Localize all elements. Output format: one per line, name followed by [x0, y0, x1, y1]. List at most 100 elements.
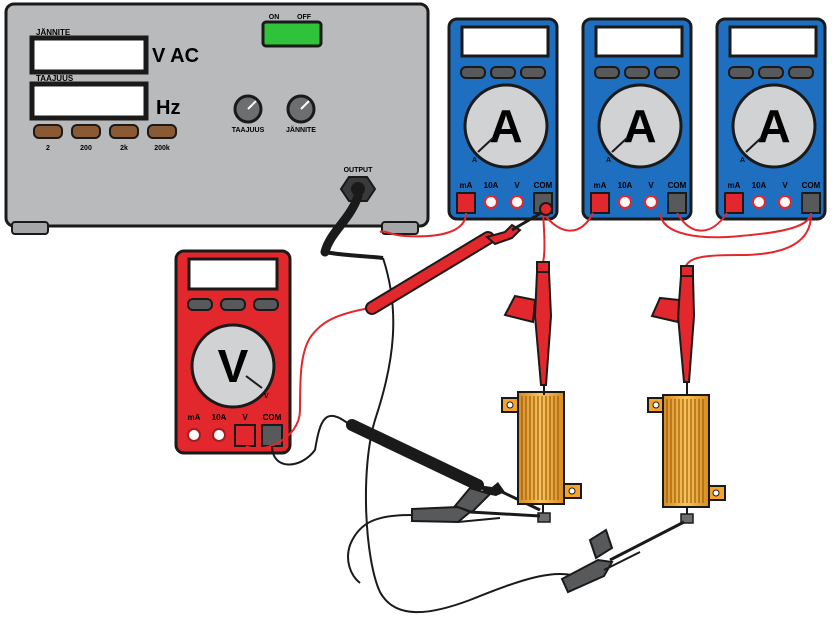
ammeter-1-label-10a: 10A	[484, 181, 499, 190]
ammeter-2-button-3[interactable]	[654, 66, 680, 79]
ammeter-2-jack-com[interactable]	[667, 192, 687, 214]
ammeter-2-jack-10a[interactable]	[618, 195, 632, 209]
resistor-2	[647, 394, 726, 524]
voltage-knob[interactable]	[286, 94, 316, 124]
ammeter-2-button-2[interactable]	[624, 66, 650, 79]
ammeter-2-dial[interactable]	[597, 83, 683, 169]
wire-voltmeter-com-to-probe	[271, 414, 351, 466]
ammeter-3: A A mA 10A V COM	[715, 17, 827, 221]
ammeter-2-jack-ma[interactable]	[590, 192, 610, 214]
ammeter-2-label-v: V	[648, 181, 654, 190]
resistor-1	[501, 391, 582, 523]
ammeter-1-button-3[interactable]	[520, 66, 546, 79]
ammeter-1-button-1[interactable]	[460, 66, 486, 79]
ammeter-2-button-1[interactable]	[594, 66, 620, 79]
voltmeter-label-v: V	[242, 413, 248, 422]
ammeter-1-jack-10a[interactable]	[484, 195, 498, 209]
ammeter-1: A A mA 10A V COM	[447, 17, 559, 221]
voltage-unit: V AC	[152, 45, 199, 67]
range-button-200[interactable]	[71, 124, 101, 139]
wire-am2-com-to-am3-ma	[676, 212, 728, 232]
red-clip-1[interactable]	[503, 261, 553, 395]
ammeter-2-jack-v[interactable]	[644, 195, 658, 209]
ammeter-1-label-ma: mA	[460, 181, 473, 190]
ammeter-3-jack-10a[interactable]	[752, 195, 766, 209]
voltage-label: JÄNNITE	[36, 28, 71, 37]
wire-am2-com-to-am3-com	[659, 212, 812, 239]
ammeter-1-jack-ma[interactable]	[456, 192, 476, 214]
voltmeter-dial[interactable]	[190, 323, 276, 409]
range-button-2k[interactable]	[109, 124, 139, 139]
ammeter-2-display	[594, 25, 684, 58]
frequency-display	[29, 81, 149, 121]
voltmeter-jack-10a[interactable]	[212, 428, 226, 442]
power-switch[interactable]	[261, 20, 323, 48]
ammeter-1-symbol: A	[489, 100, 522, 152]
ammeter-3-label-10a: 10A	[752, 181, 767, 190]
black-wires	[271, 257, 586, 614]
ammeter-3-jack-v[interactable]	[778, 195, 792, 209]
switch-on-label: ON	[269, 14, 280, 21]
signal-generator: JÄNNITE V AC TAAJUUS Hz 2 200 2k 200k ON…	[4, 2, 430, 235]
range-label-200: 200	[80, 145, 92, 152]
ammeter-3-button-1[interactable]	[728, 66, 754, 79]
wire-probe-to-voltmeter-v	[245, 307, 371, 450]
output-label: OUTPUT	[344, 167, 374, 174]
ammeter-3-jack-ma[interactable]	[724, 192, 744, 214]
voltmeter-button-3[interactable]	[253, 298, 279, 311]
red-wires	[245, 212, 813, 450]
black-clip-1[interactable]	[411, 486, 541, 524]
voltmeter-label-ma: mA	[188, 413, 201, 422]
voltmeter-display	[187, 257, 279, 291]
range-label-2: 2	[46, 145, 50, 152]
ammeter-1-dial[interactable]	[463, 83, 549, 169]
ammeter-2: A A mA 10A V COM	[581, 17, 693, 221]
ammeter-3-label-ma: mA	[728, 181, 741, 190]
ammeter-3-button-3[interactable]	[788, 66, 814, 79]
ammeter-1-label-com: COM	[534, 181, 553, 190]
voltmeter: V V mA 10A V COM	[174, 249, 292, 455]
output-terminal[interactable]	[339, 176, 377, 202]
red-probe[interactable]	[365, 202, 553, 315]
ammeter-3-dial[interactable]	[731, 83, 817, 169]
wire-am3-com-to-clip2	[685, 212, 813, 267]
wire-am1-ma-to-gen	[379, 212, 467, 238]
ammeter-3-button-2[interactable]	[758, 66, 784, 79]
range-button-2[interactable]	[33, 124, 63, 139]
frequency-label: TAAJUUS	[36, 74, 74, 83]
ammeter-2-label-10a: 10A	[618, 181, 633, 190]
range-button-200k[interactable]	[147, 124, 177, 139]
ammeter-2-dial-mark: A	[606, 157, 611, 164]
ammeter-3-symbol: A	[757, 100, 790, 152]
ammeter-1-dial-mark: A	[472, 157, 477, 164]
red-clip-2[interactable]	[650, 265, 696, 395]
voltmeter-label-10a: 10A	[212, 413, 227, 422]
range-label-200k: 200k	[154, 145, 170, 152]
black-probe[interactable]	[346, 419, 541, 512]
wire-am1-com-to-clip1	[542, 212, 546, 263]
voltmeter-button-1[interactable]	[187, 298, 213, 311]
ammeter-1-label-v: V	[514, 181, 520, 190]
ammeter-1-button-2[interactable]	[490, 66, 516, 79]
ammeter-3-jack-com[interactable]	[801, 192, 821, 214]
frequency-unit: Hz	[156, 97, 180, 119]
black-clip-2[interactable]	[560, 520, 685, 594]
wire-black-clip-loop	[347, 514, 413, 584]
voltmeter-dial-mark: V	[264, 393, 269, 400]
frequency-knob[interactable]	[233, 94, 263, 124]
ammeter-3-dial-mark: A	[740, 157, 745, 164]
wire-generator-to-clip	[364, 257, 586, 614]
voltmeter-jack-v[interactable]	[234, 424, 256, 447]
voltmeter-jack-ma[interactable]	[187, 428, 201, 442]
frequency-knob-label: TAAJUUS	[232, 127, 265, 134]
voltmeter-label-com: COM	[263, 413, 282, 422]
wire-am1-com-to-am2-ma	[542, 212, 594, 232]
voltmeter-button-2[interactable]	[220, 298, 246, 311]
ammeter-2-label-com: COM	[668, 181, 687, 190]
ammeter-3-label-v: V	[782, 181, 788, 190]
generator-output-lead	[320, 191, 384, 260]
ammeter-2-label-ma: mA	[594, 181, 607, 190]
ammeter-2-symbol: A	[623, 100, 656, 152]
ammeter-1-jack-v[interactable]	[510, 195, 524, 209]
